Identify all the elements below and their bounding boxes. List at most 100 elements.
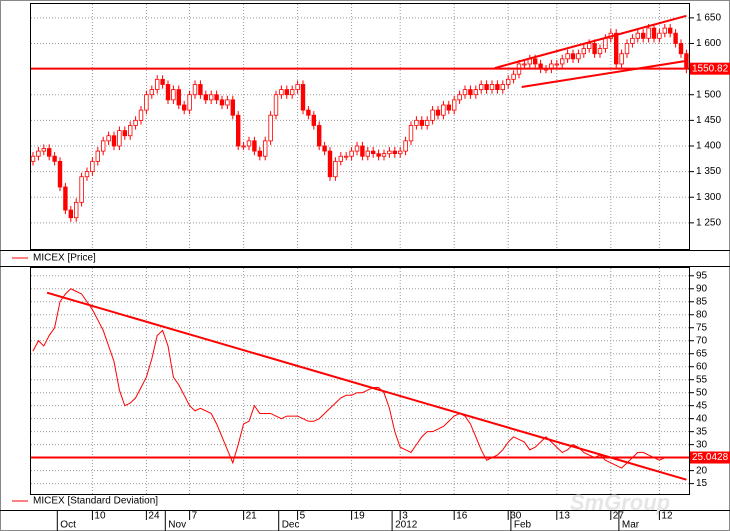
candle-body	[430, 109, 435, 121]
candle-body	[95, 150, 100, 162]
candle-body	[106, 135, 111, 142]
candle-body	[41, 148, 46, 152]
candle-body	[30, 155, 36, 162]
candle-body	[397, 150, 403, 155]
trendline	[46, 291, 687, 481]
month-label: Dec	[282, 520, 300, 531]
candle-body	[165, 84, 171, 101]
candle-body	[500, 84, 505, 90]
candle-body	[198, 84, 203, 96]
candle-body	[176, 89, 181, 106]
candle-body	[338, 155, 343, 162]
candle-body	[192, 84, 198, 96]
candle-body	[284, 89, 289, 96]
y-tick-label: 1 250	[696, 218, 721, 229]
candle-body	[306, 109, 311, 116]
x-tick-label: 5	[300, 511, 306, 522]
candle-body	[581, 48, 586, 55]
candle-body	[84, 171, 90, 178]
std-panel	[30, 267, 690, 495]
candle-body	[619, 53, 624, 65]
candle-body	[203, 94, 208, 101]
candle-body	[181, 104, 187, 111]
candle-body	[678, 43, 684, 55]
candle-body	[230, 99, 235, 116]
y-tick-label: 1 300	[696, 192, 721, 203]
candle-body	[587, 43, 592, 49]
candle-body	[327, 150, 333, 178]
y-tick-label: 75	[696, 322, 708, 333]
candle-body	[127, 125, 133, 137]
y-tick-label: 35	[696, 426, 708, 437]
month-label: Feb	[514, 520, 532, 531]
candle-body	[603, 37, 608, 49]
candle-body	[187, 94, 192, 111]
candle-body	[214, 94, 219, 101]
x-tick-label: 19	[354, 511, 366, 522]
month-label: Oct	[60, 520, 76, 531]
candle-body	[673, 32, 678, 44]
price-panel	[30, 3, 690, 250]
candle-body	[322, 145, 327, 152]
month-label: Mar	[622, 520, 640, 531]
y-tick-label: 1 500	[696, 89, 721, 100]
candle-body	[289, 89, 295, 96]
candle-body	[597, 48, 603, 55]
candle-body	[408, 125, 414, 142]
candle-body	[614, 32, 619, 65]
candle-body	[279, 89, 284, 96]
candle-body	[505, 78, 511, 85]
last-value-box	[690, 451, 730, 464]
candle-body	[295, 84, 300, 90]
x-tick-label: 21	[246, 511, 258, 522]
y-tick-label: 80	[696, 309, 708, 320]
candle-body	[57, 160, 63, 188]
candle-body	[316, 125, 322, 147]
candle-body	[451, 99, 457, 111]
candle-body	[387, 150, 392, 155]
y-tick-label: 1 350	[696, 166, 721, 177]
candle-body	[246, 140, 252, 147]
candle-body	[635, 32, 640, 39]
candle-body	[403, 140, 408, 152]
last-value-label: 25.0428	[692, 452, 729, 463]
month-label: Nov	[168, 520, 186, 531]
candle-body	[52, 155, 57, 162]
candle-body	[36, 150, 41, 157]
candle-body	[360, 145, 365, 157]
candle-body	[522, 63, 527, 66]
y-tick-label: 55	[696, 374, 708, 385]
candle-body	[171, 89, 176, 101]
candle-body	[354, 145, 360, 152]
candle-body	[122, 130, 127, 137]
candle-body	[489, 84, 495, 90]
y-tick-label: 60	[696, 361, 708, 372]
candle-body	[662, 27, 667, 34]
y-tick-label: 20	[696, 465, 708, 476]
candle-body	[414, 119, 419, 126]
candle-body	[252, 140, 257, 152]
candle-body	[435, 109, 441, 116]
candle-body	[592, 43, 597, 55]
x-tick-label: 24	[148, 511, 160, 522]
x-tick-label: 30	[510, 511, 522, 522]
last-price-label: 1550.82	[692, 63, 729, 74]
candle-body	[446, 104, 451, 111]
candle-body	[68, 209, 73, 219]
candle-body	[208, 94, 214, 101]
candle-body	[79, 176, 84, 203]
candle-body	[495, 84, 500, 90]
legend-label: MICEX [Standard Deviation]	[33, 496, 158, 507]
x-tick-label: 10	[94, 511, 106, 522]
candle-body	[235, 114, 241, 147]
candle-body	[117, 130, 122, 147]
candle-body	[241, 145, 246, 148]
trendline	[494, 14, 687, 70]
x-tick-label: 7	[192, 511, 198, 522]
x-tick-label: 3	[402, 511, 408, 522]
candle-body	[138, 109, 144, 121]
candle-body	[468, 89, 473, 96]
candle-body	[560, 58, 565, 65]
y-tick-label: 50	[696, 387, 708, 398]
